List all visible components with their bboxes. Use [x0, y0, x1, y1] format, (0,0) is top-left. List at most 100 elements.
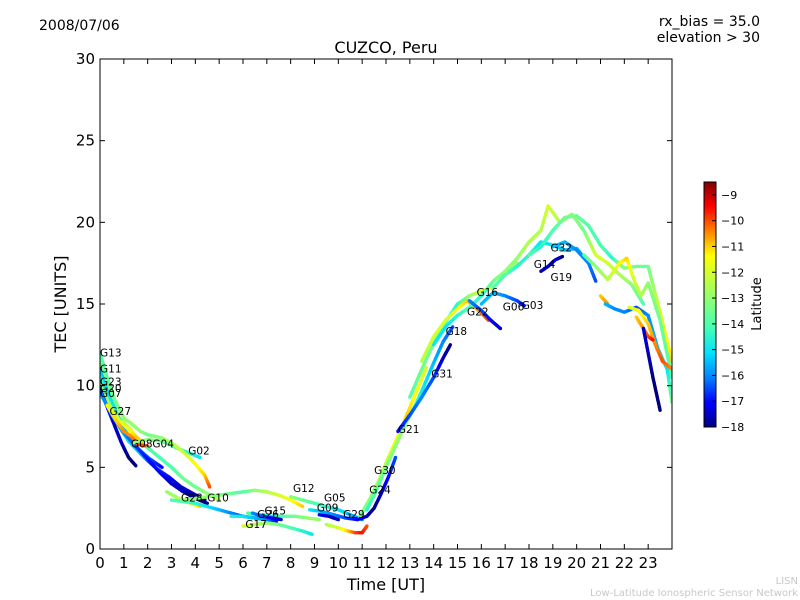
- satellite-label: G28: [181, 493, 203, 505]
- colorbar-tick-label: −15: [721, 344, 744, 357]
- series-21: [324, 522, 369, 535]
- satellite-label: G13: [100, 347, 122, 359]
- x-tick-label: 12: [376, 554, 395, 572]
- data-point: [594, 279, 598, 283]
- data-point: [207, 485, 212, 489]
- satellite-label: G04: [152, 439, 174, 451]
- colorbar-tick-label: −10: [721, 215, 744, 228]
- data-point: [279, 517, 283, 522]
- satellite-label: G09: [317, 502, 339, 514]
- y-tick-label: 5: [85, 458, 95, 476]
- x-tick-label: 10: [329, 554, 348, 572]
- y-tick-label: 0: [85, 540, 95, 558]
- x-tick-label: 7: [262, 554, 272, 572]
- x-tick-label: 8: [286, 554, 296, 572]
- x-tick-label: 21: [591, 554, 610, 572]
- colorbar-tick-label: −9: [721, 189, 737, 202]
- y-tick-label: 15: [76, 295, 95, 313]
- satellite-label: G11: [100, 364, 122, 376]
- series-15: [241, 521, 314, 536]
- colorbar-tick-label: −12: [721, 266, 744, 279]
- series-29: [467, 299, 503, 331]
- y-tick-label: 10: [76, 377, 95, 395]
- satellite-label: G08: [131, 439, 153, 451]
- colorbar-tick-label: −18: [721, 421, 744, 434]
- data-point: [310, 532, 314, 536]
- satellite-label: G21: [398, 424, 420, 436]
- credit-lisn: LISN: [775, 576, 798, 587]
- series-17: [250, 511, 283, 522]
- series-25: [396, 343, 452, 434]
- data-point: [651, 338, 655, 342]
- satellite-label: G12: [293, 483, 315, 495]
- data-point: [198, 455, 202, 460]
- x-tick-label: 4: [191, 554, 201, 572]
- data-point: [134, 464, 138, 468]
- data-point: [160, 465, 164, 469]
- y-axis-label: TEC [UNITS]: [51, 256, 70, 354]
- series-27: [420, 299, 491, 363]
- satellite-label: G31: [431, 369, 453, 381]
- colorbar: [703, 181, 717, 428]
- series-32: [503, 204, 646, 306]
- x-tick-label: 18: [519, 554, 538, 572]
- satellite-label: G22: [467, 306, 489, 318]
- data-point: [424, 366, 429, 370]
- colorbar-tick-label: −17: [721, 395, 744, 408]
- satellite-label: G24: [369, 485, 391, 497]
- satellite-label: G27: [110, 406, 132, 418]
- series-9: [146, 433, 212, 489]
- x-tick-label: 20: [567, 554, 586, 572]
- satellite-label: G29: [343, 509, 365, 521]
- x-tick-label: 11: [353, 554, 372, 572]
- colorbar-tick-label: −13: [721, 292, 744, 305]
- x-tick-label: 16: [472, 554, 491, 572]
- series-36: [582, 253, 672, 380]
- x-tick-label: 17: [496, 554, 515, 572]
- data-point: [448, 343, 452, 347]
- date-label: 2008/07/06: [39, 18, 120, 34]
- x-tick-label: 13: [400, 554, 419, 572]
- satellite-label: G10: [207, 493, 229, 505]
- series-30: [479, 290, 526, 308]
- y-tick-label: 30: [76, 50, 95, 68]
- x-tick-label: 23: [639, 554, 658, 572]
- satellite-label: G14: [534, 259, 556, 271]
- series-22: [355, 455, 398, 522]
- satellite-label: G07: [100, 388, 122, 400]
- data-point: [317, 517, 321, 522]
- colorbar-label: Latitude: [750, 277, 765, 331]
- data-point: [641, 302, 646, 306]
- satellite-label: G32: [551, 243, 573, 255]
- data-point: [217, 498, 221, 502]
- satellite-label: G16: [477, 287, 499, 299]
- x-tick-label: 5: [214, 554, 224, 572]
- series-20: [317, 513, 340, 522]
- data-point: [451, 325, 455, 329]
- satellite-label: G15: [265, 506, 287, 518]
- elevation-label: elevation > 30: [656, 30, 760, 46]
- x-tick-label: 3: [167, 554, 177, 572]
- data-point: [560, 254, 565, 259]
- x-tick-label: 0: [95, 554, 105, 572]
- series-13: [181, 488, 305, 509]
- chart-title: CUZCO, Peru: [334, 38, 438, 57]
- satellite-label: G02: [188, 445, 210, 457]
- satellite-label: G30: [374, 465, 396, 477]
- satellite-label: G18: [446, 326, 468, 338]
- x-tick-label: 15: [448, 554, 467, 572]
- data-point: [205, 501, 209, 505]
- x-tick-label: 6: [238, 554, 248, 572]
- colorbar-tick-label: −11: [721, 240, 744, 253]
- satellite-label: G03: [522, 300, 544, 312]
- rx-bias-label: rx_bias = 35.0: [658, 14, 760, 30]
- x-tick-label: 14: [424, 554, 443, 572]
- series-18: [289, 495, 364, 522]
- data-point: [336, 517, 340, 522]
- colorbar-tick-label: −14: [721, 318, 744, 331]
- x-tick-label: 19: [543, 554, 562, 572]
- credit-network: Low-Latitude Ionospheric Sensor Network: [590, 588, 798, 599]
- data-point: [300, 504, 305, 509]
